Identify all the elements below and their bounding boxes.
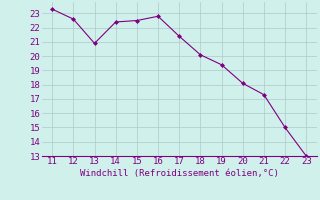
- X-axis label: Windchill (Refroidissement éolien,°C): Windchill (Refroidissement éolien,°C): [80, 169, 279, 178]
